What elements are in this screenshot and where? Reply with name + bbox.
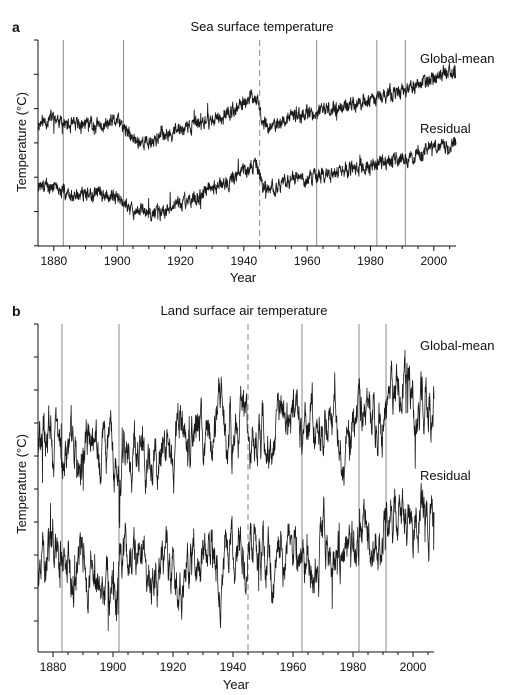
x-tick-label-1960: 1960 <box>280 660 307 674</box>
panel-b-y-axis-title: Temperature (°C) <box>14 434 29 534</box>
x-tick-label-1920: 1920 <box>167 254 194 268</box>
x-tick-label-1980: 1980 <box>357 254 384 268</box>
panel-b-x-axis-title: Year <box>223 677 250 692</box>
x-tick-label-1880: 1880 <box>40 254 67 268</box>
x-tick-label-1900: 1900 <box>104 254 131 268</box>
panel-a-x-axis-title: Year <box>230 270 257 285</box>
panel-b-plot-area: 1880 1900 1920 1940 1960 1980 2000 Global-mean R… <box>34 323 494 674</box>
panel-a-letter: a <box>12 19 20 35</box>
series-label-residual: Residual <box>420 121 471 136</box>
series-line-global-mean <box>37 62 457 151</box>
series-label-global-mean: Global-mean <box>420 51 494 66</box>
series-label-residual: Residual <box>420 468 471 483</box>
series-label-global-mean: Global-mean <box>420 338 494 353</box>
panel-b-title: Land surface air temperature <box>161 303 328 318</box>
panel-a-y-axis-title: Temperature (°C) <box>14 92 29 192</box>
x-tick-label-1940: 1940 <box>220 660 247 674</box>
series-line-residual <box>37 136 457 222</box>
x-tick-label-1880: 1880 <box>40 660 67 674</box>
x-tick-label-2000: 2000 <box>420 254 447 268</box>
x-tick-label-1920: 1920 <box>160 660 187 674</box>
panel-b-land-surface-air-temperature: b Land surface air temperature Temperatu… <box>12 303 494 692</box>
x-tick-label-1900: 1900 <box>100 660 127 674</box>
panel-a-plot-area: 1880 1900 1920 1940 1960 1980 2000 Global-mean R… <box>34 39 494 268</box>
panel-a-title: Sea surface temperature <box>190 19 333 34</box>
panel-b-letter: b <box>12 303 21 319</box>
x-tick-label-1980: 1980 <box>340 660 367 674</box>
panel-a-sea-surface-temperature: a Sea surface temperature Temperature (°… <box>12 19 494 285</box>
series-line-residual <box>37 482 435 631</box>
series-line-global-mean <box>37 349 435 529</box>
x-tick-label-1960: 1960 <box>294 254 321 268</box>
x-tick-label-2000: 2000 <box>400 660 427 674</box>
x-tick-label-1940: 1940 <box>230 254 257 268</box>
